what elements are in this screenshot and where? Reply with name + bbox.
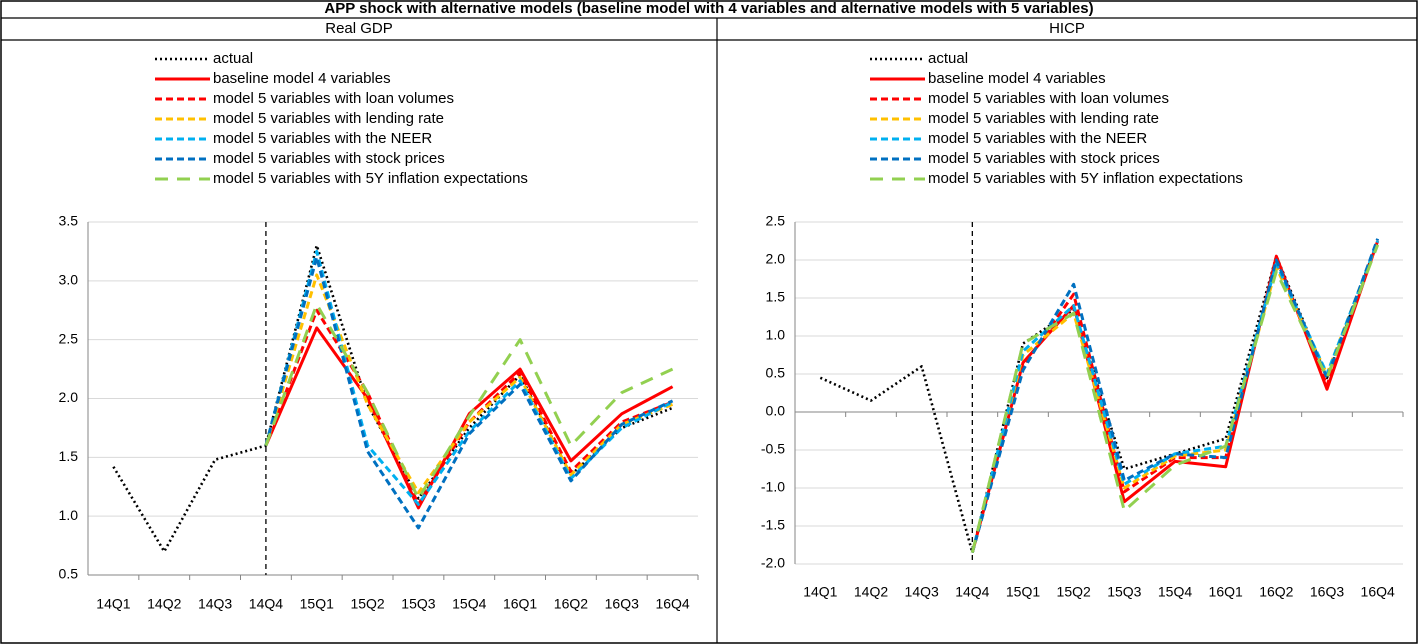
legend-label: actual [213,50,253,67]
x-tick-label: 14Q4 [249,596,283,612]
series-line [264,255,674,530]
y-tick-label: 2.0 [59,389,79,405]
x-tick-label: 15Q3 [1107,584,1141,600]
x-tick-label: 14Q2 [147,596,181,612]
y-tick-label: 1.5 [59,448,79,464]
series-line [970,240,1380,553]
legend-label: model 5 variables with lending rate [928,110,1159,127]
x-tick-label: 14Q3 [905,584,939,600]
legend-label: model 5 variables with stock prices [213,150,445,167]
y-tick-label: -2.0 [761,555,785,571]
y-tick-label: 0.5 [766,365,786,381]
page-title: APP shock with alternative models (basel… [324,0,1093,17]
y-tick-label: 1.0 [766,327,786,343]
legend-label: model 5 variables with the NEER [213,130,432,147]
series-line [264,273,674,495]
legend-label: model 5 variables with 5Y inflation expe… [928,170,1243,187]
y-tick-label: -1.0 [761,479,785,495]
legend-label: model 5 variables with 5Y inflation expe… [213,170,528,187]
x-tick-label: 15Q3 [401,596,435,612]
series-line [970,244,1380,553]
legend-label: baseline model 4 variables [213,70,391,87]
x-tick-label: 16Q1 [1209,584,1243,600]
y-tick-label: 3.0 [59,272,79,288]
legend-label: model 5 variables with the NEER [928,130,1147,147]
legend-label: model 5 variables with lending rate [213,110,444,127]
series-line [970,238,1380,554]
legend-label: actual [928,50,968,67]
x-tick-label: 15Q4 [1158,584,1192,600]
x-tick-label: 15Q1 [300,596,334,612]
series-line [970,240,1380,553]
series-line [970,240,1380,553]
legend-label: model 5 variables with loan volumes [928,90,1169,107]
y-tick-label: -1.5 [761,517,785,533]
legend-label: model 5 variables with stock prices [928,150,1160,167]
series-line [264,302,674,501]
x-tick-label: 16Q3 [1310,584,1344,600]
x-tick-label: 16Q4 [1361,584,1395,600]
series-line [264,249,674,506]
panel-title: HICP [1049,20,1085,37]
y-tick-label: 3.5 [59,213,79,229]
y-tick-label: 1.0 [59,507,79,523]
y-tick-label: 0.5 [59,566,79,582]
y-tick-label: 0.0 [766,403,786,419]
series-line [264,308,674,506]
x-tick-label: 16Q2 [1259,584,1293,600]
y-tick-label: 2.5 [766,213,786,229]
x-tick-label: 15Q2 [1057,584,1091,600]
x-tick-label: 14Q1 [803,584,837,600]
legend-label: baseline model 4 variables [928,70,1106,87]
y-tick-label: -0.5 [761,441,785,457]
x-tick-label: 14Q2 [854,584,888,600]
x-tick-label: 14Q3 [198,596,232,612]
x-tick-label: 14Q1 [96,596,130,612]
x-tick-label: 16Q4 [655,596,689,612]
series-line [970,240,1380,553]
x-tick-label: 14Q4 [955,584,989,600]
x-tick-label: 16Q1 [503,596,537,612]
legend-label: model 5 variables with loan volumes [213,90,454,107]
y-tick-label: 2.0 [766,251,786,267]
x-tick-label: 15Q4 [452,596,486,612]
panel-title: Real GDP [325,20,393,37]
y-tick-label: 1.5 [766,289,786,305]
x-tick-label: 15Q2 [350,596,384,612]
x-tick-label: 16Q3 [605,596,639,612]
y-tick-label: 2.5 [59,330,79,346]
x-tick-label: 15Q1 [1006,584,1040,600]
x-tick-label: 16Q2 [554,596,588,612]
